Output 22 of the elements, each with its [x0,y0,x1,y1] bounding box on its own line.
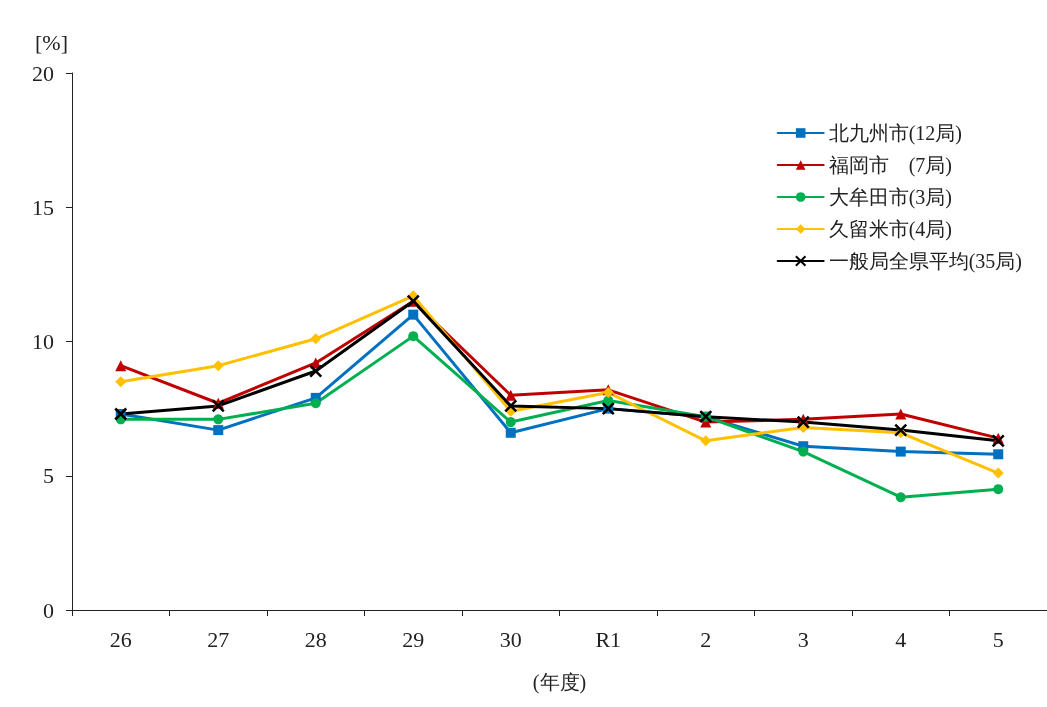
y-tick-label: 0 [43,597,54,623]
y-tick-label: 10 [32,329,54,354]
x-tick-label: 5 [992,626,1004,652]
x-tick-label: 26 [109,626,132,652]
x-tick-label: 2 [700,626,712,652]
x-tick-label: 30 [499,626,522,652]
x-tick-label: 3 [797,626,809,652]
x-tick-label: 27 [207,626,230,652]
legend-label: 福岡市 (7局) [828,154,953,177]
legend-label: 大牟田市(3局) [828,186,953,209]
y-axis-title: [%] [35,29,68,55]
x-tick-label: 28 [304,626,327,652]
legend-label: 一般局全県平均(35局) [828,250,1023,273]
legend-label: 北九州市(12局) [828,122,963,145]
x-tick-label: R1 [595,626,622,652]
x-tick-label: 4 [895,626,907,652]
y-tick-label: 15 [32,194,54,220]
x-axis-title: (年度) [532,671,587,694]
legend-label: 久留米市(4局) [828,218,953,241]
y-tick-label: 20 [32,60,54,86]
y-tick-label: 5 [43,463,54,489]
x-tick-label: 29 [402,626,425,652]
